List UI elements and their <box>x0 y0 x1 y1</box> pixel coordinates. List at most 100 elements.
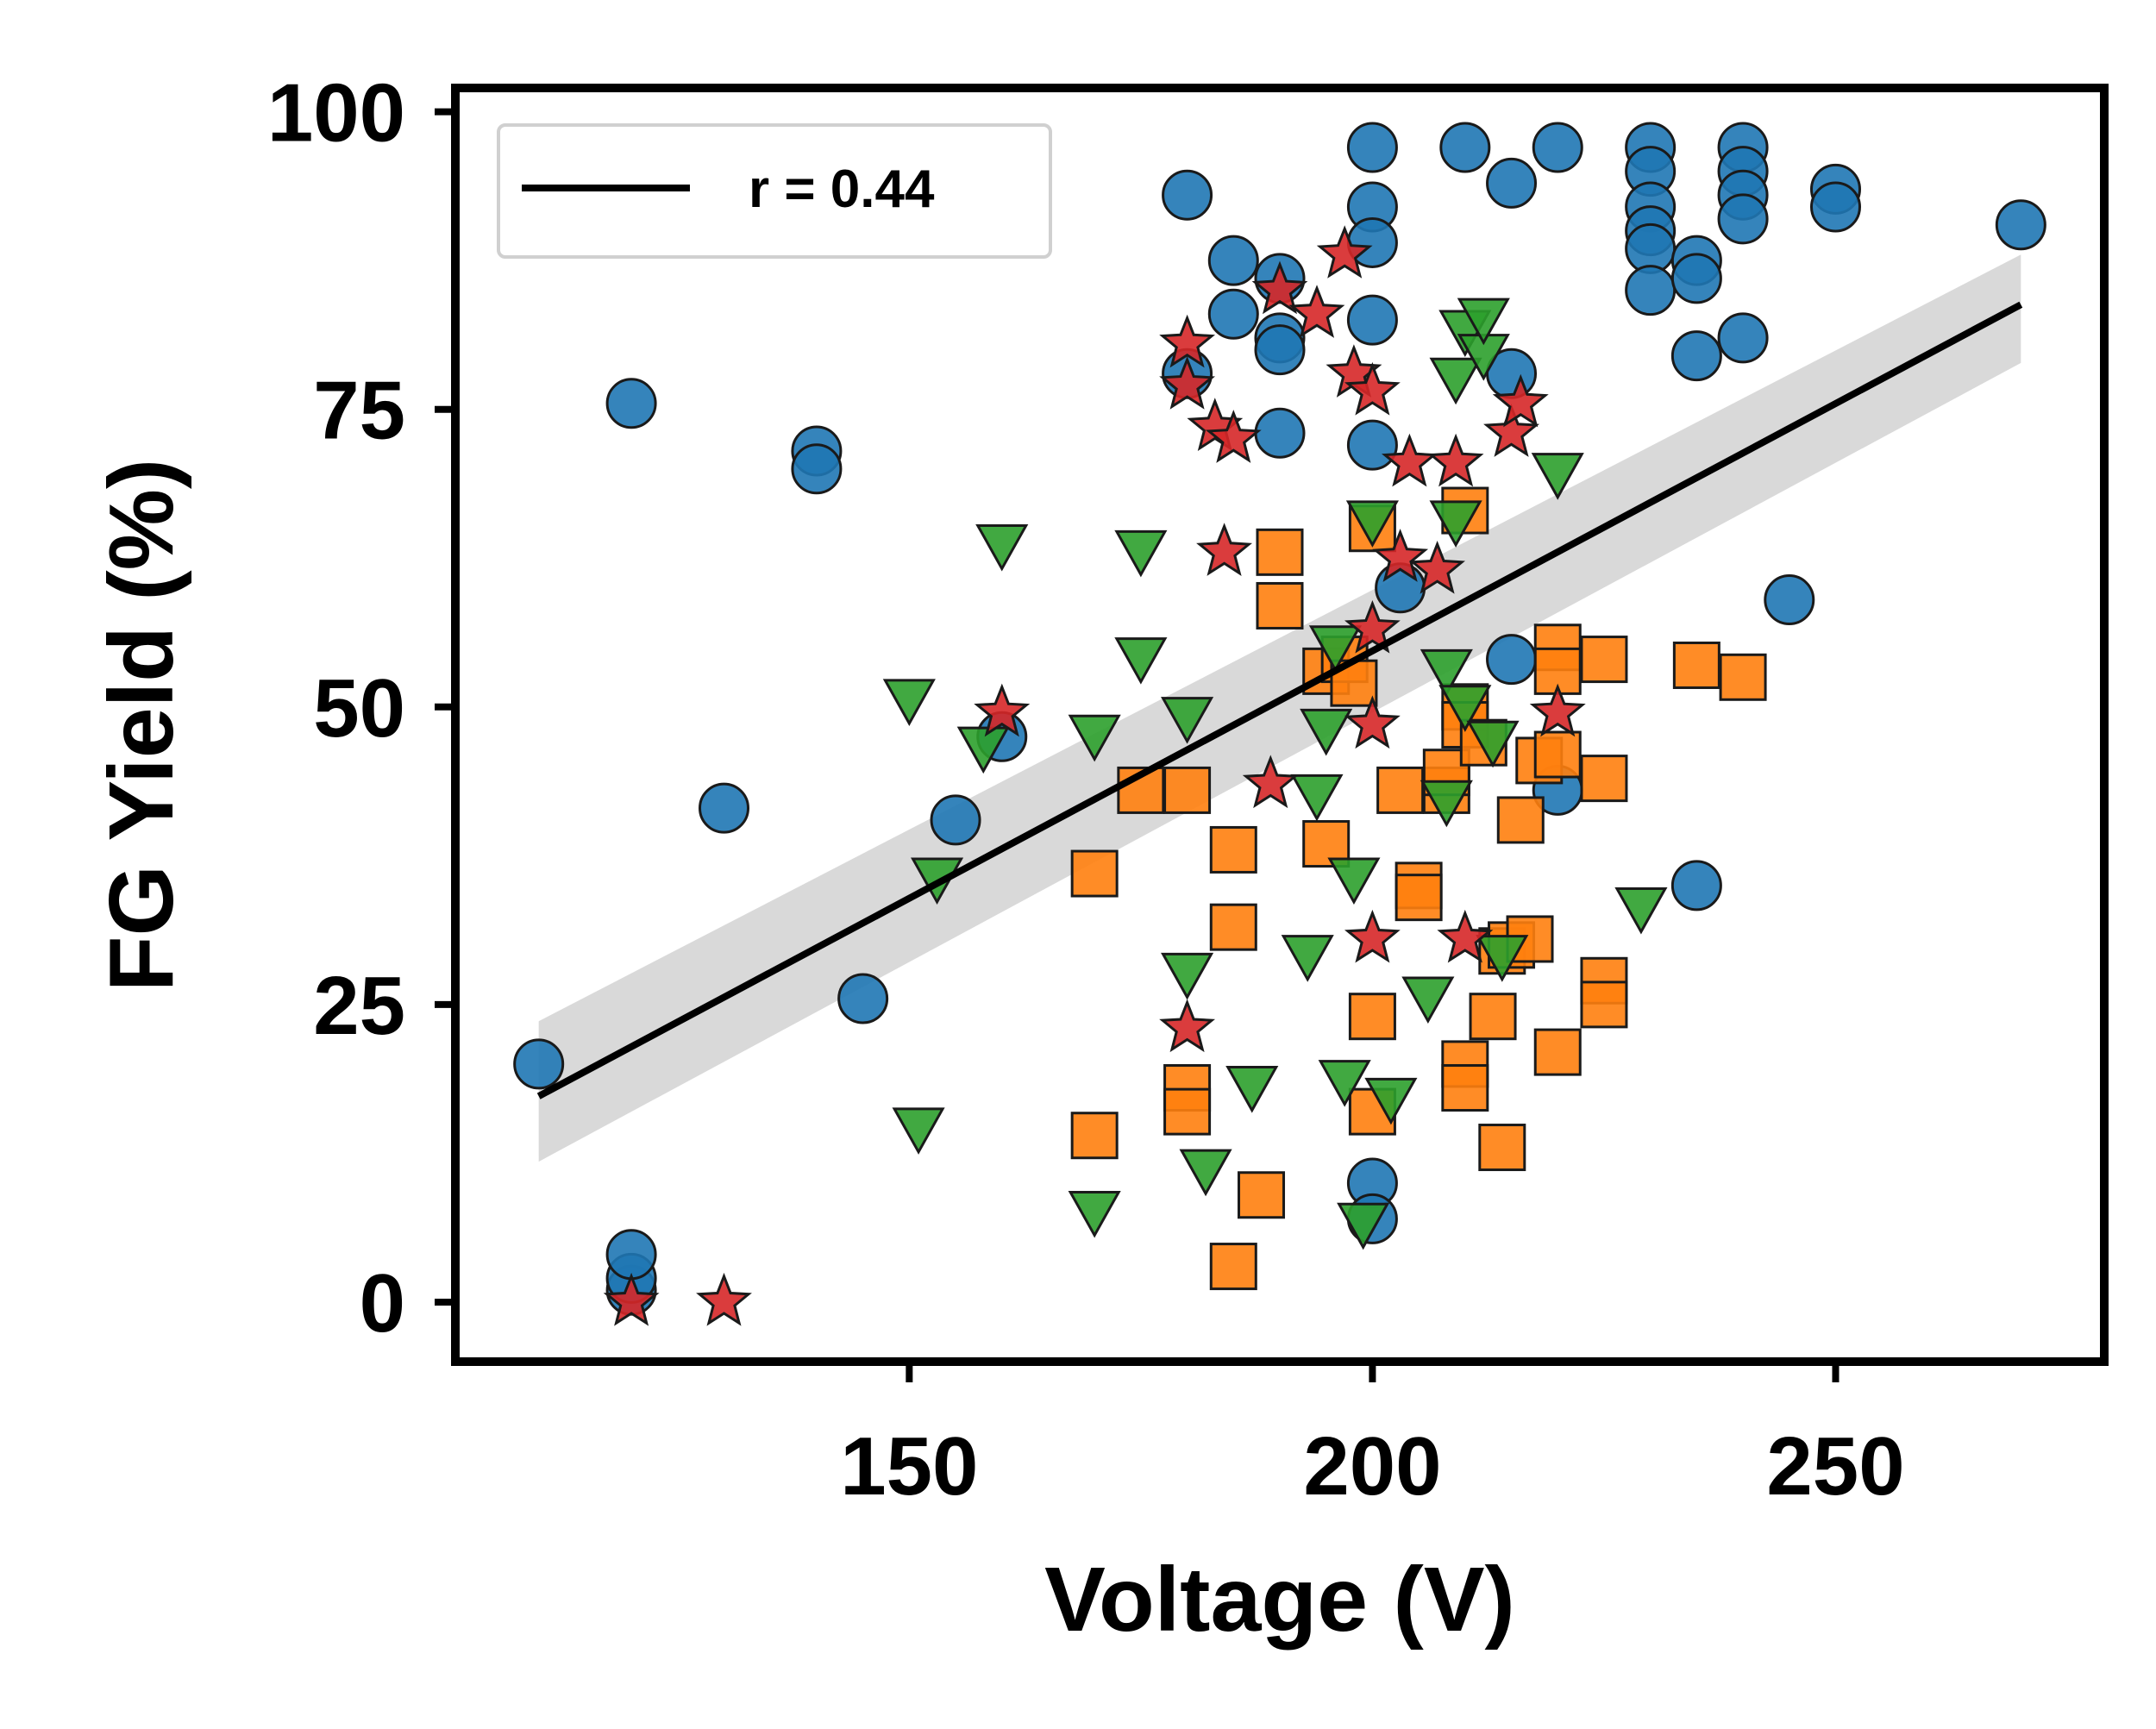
point-square <box>1580 636 1628 684</box>
y-axis-label: FG Yield (%) <box>91 459 192 992</box>
point-circle <box>1670 330 1722 382</box>
point-circle <box>1717 193 1769 245</box>
point-square <box>1209 1243 1257 1291</box>
point-circle <box>1346 294 1398 346</box>
point-star <box>1529 683 1586 737</box>
point-square <box>1478 1124 1526 1172</box>
point-circle <box>1207 235 1259 286</box>
x-tick-label: 200 <box>1303 1420 1441 1513</box>
point-square <box>1209 903 1257 951</box>
point-triangle <box>1300 708 1353 756</box>
point-circle <box>1809 181 1861 233</box>
point-square <box>1580 755 1628 803</box>
point-triangle <box>1327 857 1381 905</box>
point-triangle <box>975 523 1029 572</box>
point-triangle <box>1114 529 1168 578</box>
point-circle <box>1162 169 1213 221</box>
point-circle <box>1346 419 1398 471</box>
point-triangle <box>1429 357 1482 405</box>
point-star <box>1344 909 1401 963</box>
point-square <box>1395 874 1443 922</box>
point-star <box>696 1272 752 1326</box>
point-square <box>1533 730 1582 779</box>
point-circle <box>930 794 981 846</box>
point-star <box>1159 999 1216 1053</box>
point-circle <box>605 1229 657 1281</box>
point-triangle <box>1308 625 1363 673</box>
point-triangle <box>1068 1190 1121 1238</box>
point-circle <box>1532 122 1583 173</box>
regression-ci-band <box>538 254 2021 1162</box>
point-star <box>1344 361 1401 416</box>
point-circle <box>791 443 843 495</box>
y-tick-label: 25 <box>313 960 405 1052</box>
point-star <box>1381 433 1438 487</box>
point-square <box>1441 1064 1489 1112</box>
point-square <box>1348 993 1396 1041</box>
point-circle <box>1717 312 1769 364</box>
point-triangle <box>1161 697 1214 744</box>
point-circle <box>1625 265 1677 316</box>
point-triangle <box>1429 500 1482 548</box>
point-square <box>1163 1087 1212 1136</box>
point-triangle <box>1225 1066 1279 1113</box>
point-triangle <box>1337 1202 1390 1250</box>
point-star <box>1372 529 1429 582</box>
point-triangle <box>1614 886 1668 935</box>
point-square <box>1469 993 1517 1041</box>
point-circle <box>1375 562 1426 614</box>
point-circle <box>605 378 657 429</box>
y-tick-label: 75 <box>313 365 405 457</box>
x-tick-label: 150 <box>840 1420 978 1513</box>
point-triangle <box>1318 1060 1371 1107</box>
point-square <box>1238 1171 1286 1219</box>
point-triangle <box>1179 1149 1232 1197</box>
legend: r = 0.44 <box>497 123 1052 259</box>
point-square <box>1256 528 1304 576</box>
point-square <box>1163 766 1212 814</box>
point-square <box>1070 1112 1119 1160</box>
point-star <box>1492 373 1549 428</box>
point-star <box>603 1272 660 1326</box>
point-square <box>1070 849 1119 898</box>
point-triangle <box>1420 648 1473 697</box>
point-circle <box>1670 860 1722 911</box>
point-triangle <box>1290 774 1344 822</box>
point-square <box>1496 796 1545 844</box>
point-star <box>1409 540 1465 594</box>
point-circle <box>1486 157 1538 209</box>
point-star <box>1344 695 1401 749</box>
y-tick-label: 0 <box>360 1257 405 1350</box>
x-tick-label: 250 <box>1766 1420 1904 1513</box>
point-triangle <box>1438 685 1492 732</box>
point-triangle <box>1401 976 1455 1024</box>
point-circle <box>1670 253 1722 304</box>
point-triangle <box>1364 1077 1418 1125</box>
point-square <box>1376 766 1425 814</box>
point-triangle <box>1161 952 1214 1000</box>
y-tick-label: 50 <box>313 662 405 755</box>
point-star <box>974 683 1031 737</box>
point-star <box>1242 755 1299 809</box>
regression-line <box>536 301 2023 1099</box>
point-circle <box>1764 574 1815 626</box>
point-circle <box>1207 288 1259 340</box>
point-triangle <box>1345 500 1399 548</box>
point-triangle <box>1420 780 1473 828</box>
point-star <box>1159 355 1216 410</box>
point-triangle <box>1476 935 1529 982</box>
point-star <box>1205 410 1262 463</box>
point-circle <box>1254 407 1306 459</box>
point-circle <box>513 1038 565 1090</box>
point-triangle <box>1068 714 1121 762</box>
point-star <box>1159 314 1216 368</box>
point-circle <box>1346 122 1398 173</box>
point-triangle <box>1457 298 1510 346</box>
point-triangle <box>1114 637 1168 685</box>
legend-entry-label: r = 0.44 <box>749 160 935 219</box>
y-tick-label: 100 <box>267 67 405 160</box>
point-circle <box>699 782 750 834</box>
point-star <box>1316 225 1373 279</box>
